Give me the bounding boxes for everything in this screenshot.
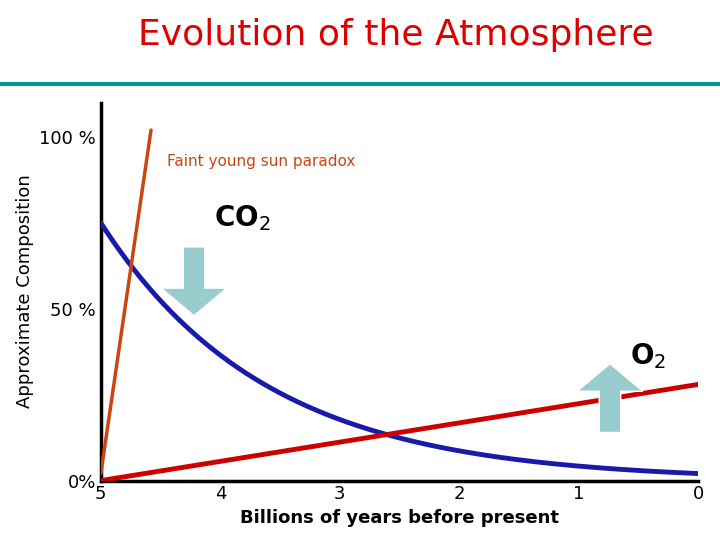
Y-axis label: Approximate Composition: Approximate Composition [16, 175, 34, 408]
X-axis label: Billions of years before present: Billions of years before present [240, 509, 559, 527]
Text: Faint young sun paradox: Faint young sun paradox [166, 154, 355, 169]
Text: O$_2$: O$_2$ [630, 341, 667, 370]
Text: Evolution of the Atmosphere: Evolution of the Atmosphere [138, 18, 654, 51]
Text: CO$_2$: CO$_2$ [215, 204, 271, 233]
FancyArrow shape [161, 247, 227, 316]
FancyArrow shape [577, 364, 643, 433]
